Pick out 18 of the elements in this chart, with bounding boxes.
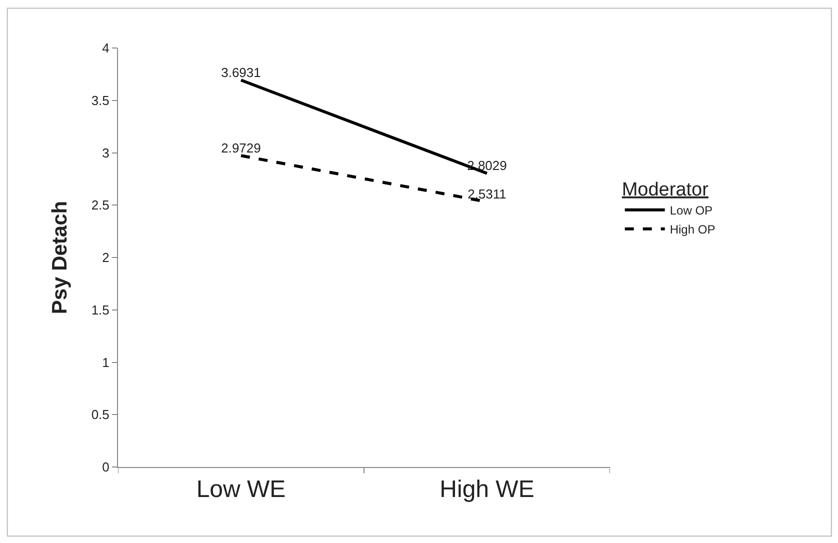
x-tick-label: Low WE (196, 476, 286, 503)
y-axis-title: Psy Detach (48, 200, 72, 314)
legend-label: Low OP (670, 204, 713, 218)
data-label: 2.9729 (221, 140, 261, 156)
data-label: 2.5311 (468, 186, 506, 202)
y-tick-label: 0 (102, 460, 110, 475)
y-tick-label: 1 (102, 354, 110, 370)
y-tick-label: 1.5 (91, 302, 110, 318)
x-tick-label: High WE (440, 476, 534, 503)
y-tick-label: 4 (102, 40, 110, 56)
legend-label: High OP (670, 222, 716, 237)
y-tick-label: 2.5 (91, 198, 110, 213)
y-tick-label: 3 (102, 145, 110, 160)
legend-title: Moderator (622, 179, 710, 200)
y-tick-label: 3.5 (91, 92, 110, 108)
y-tick-label: 0.5 (91, 407, 110, 422)
y-tick-label: 2 (102, 250, 110, 266)
data-label: 3.6931 (221, 64, 261, 80)
